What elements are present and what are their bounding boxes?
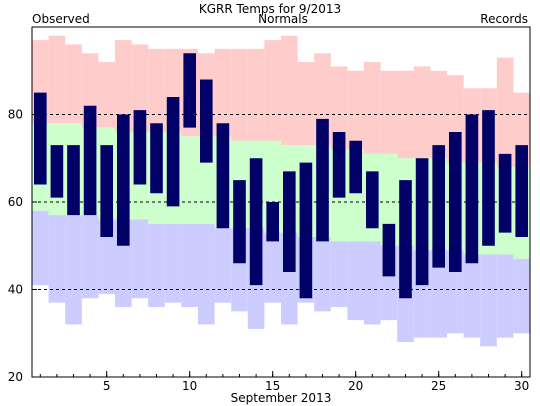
record-low-band bbox=[513, 258, 530, 334]
x-tick-label: 20 bbox=[348, 379, 363, 393]
record-low-band bbox=[347, 241, 364, 321]
observed-bar bbox=[349, 140, 363, 194]
observed-bar bbox=[299, 162, 313, 299]
record-low-band bbox=[463, 254, 481, 338]
record-high-band bbox=[380, 70, 398, 154]
record-high-band bbox=[115, 40, 132, 132]
observed-bar bbox=[249, 158, 263, 286]
legend-normals: Normals bbox=[258, 12, 308, 26]
record-high-band bbox=[364, 62, 381, 154]
record-low-band bbox=[48, 215, 66, 303]
record-high-band bbox=[264, 40, 281, 141]
record-low-band bbox=[164, 223, 182, 303]
x-tick-label: 25 bbox=[431, 379, 446, 393]
observed-bar bbox=[448, 132, 462, 272]
observed-bar bbox=[183, 53, 197, 128]
observed-bar bbox=[316, 118, 329, 242]
record-low-band bbox=[65, 215, 82, 325]
record-high-band bbox=[48, 35, 66, 124]
legend-observed: Observed bbox=[32, 12, 90, 26]
record-low-band bbox=[81, 215, 99, 299]
record-high-band bbox=[347, 70, 364, 150]
observed-bar bbox=[365, 171, 379, 229]
observed-bar bbox=[482, 110, 495, 246]
x-tick-label: 10 bbox=[182, 379, 197, 393]
observed-bar bbox=[465, 114, 479, 264]
legend-records: Records bbox=[480, 12, 528, 26]
record-low-band bbox=[98, 219, 115, 294]
record-low-band bbox=[181, 223, 198, 307]
record-high-band bbox=[281, 35, 298, 146]
x-tick-label: 30 bbox=[514, 379, 529, 393]
observed-bar bbox=[415, 158, 429, 286]
observed-bar bbox=[282, 171, 296, 272]
observed-bar bbox=[266, 202, 280, 242]
record-high-band bbox=[413, 66, 431, 159]
record-high-band bbox=[330, 66, 348, 150]
y-tick-label: 80 bbox=[8, 108, 23, 122]
observed-bar bbox=[150, 123, 163, 194]
observed-bar bbox=[67, 145, 80, 216]
observed-bar bbox=[332, 132, 346, 198]
y-tick-label: 60 bbox=[8, 195, 23, 209]
observed-bar bbox=[216, 123, 230, 229]
observed-bar bbox=[100, 145, 114, 237]
observed-bar bbox=[432, 145, 446, 268]
record-high-band bbox=[247, 48, 265, 141]
record-low-band bbox=[430, 250, 447, 338]
x-tick-label: 15 bbox=[265, 379, 280, 393]
observed-bar bbox=[50, 145, 64, 198]
record-high-band bbox=[65, 44, 82, 124]
record-low-band bbox=[264, 232, 281, 303]
x-axis-label: September 2013 bbox=[231, 391, 332, 405]
observed-bar bbox=[382, 223, 396, 277]
record-low-band bbox=[480, 254, 497, 347]
observed-bar bbox=[399, 180, 412, 299]
record-low-band bbox=[364, 241, 381, 325]
record-high-band bbox=[496, 57, 514, 167]
record-high-band bbox=[430, 70, 447, 159]
record-high-band bbox=[297, 62, 315, 146]
record-low-band bbox=[131, 219, 149, 299]
record-high-band bbox=[148, 48, 165, 132]
record-low-band bbox=[496, 254, 514, 338]
record-high-band bbox=[98, 62, 115, 128]
y-tick-label: 20 bbox=[8, 370, 23, 384]
record-low-band bbox=[32, 210, 49, 286]
y-tick-label: 40 bbox=[8, 283, 23, 297]
record-high-band bbox=[231, 48, 248, 141]
record-low-band bbox=[148, 223, 165, 307]
chart-title: KGRR Temps for 9/2013 bbox=[199, 2, 341, 16]
observed-bar bbox=[33, 92, 47, 185]
observed-bar bbox=[199, 79, 213, 163]
observed-bar bbox=[133, 110, 147, 185]
normal-band bbox=[181, 136, 198, 224]
observed-bar bbox=[83, 105, 97, 216]
x-tick-label: 5 bbox=[103, 379, 111, 393]
record-low-band bbox=[314, 237, 331, 312]
record-low-band bbox=[214, 228, 232, 303]
observed-bar bbox=[233, 180, 246, 264]
observed-bar bbox=[498, 153, 512, 233]
record-low-band bbox=[330, 241, 348, 307]
observed-bar bbox=[116, 114, 130, 246]
observed-bar bbox=[515, 145, 529, 237]
plot-area: 20 40 60 80 5 10 15 20 25 30 bbox=[8, 26, 531, 393]
record-low-band bbox=[198, 223, 215, 325]
normal-band bbox=[380, 153, 398, 246]
observed-bar bbox=[166, 97, 180, 207]
